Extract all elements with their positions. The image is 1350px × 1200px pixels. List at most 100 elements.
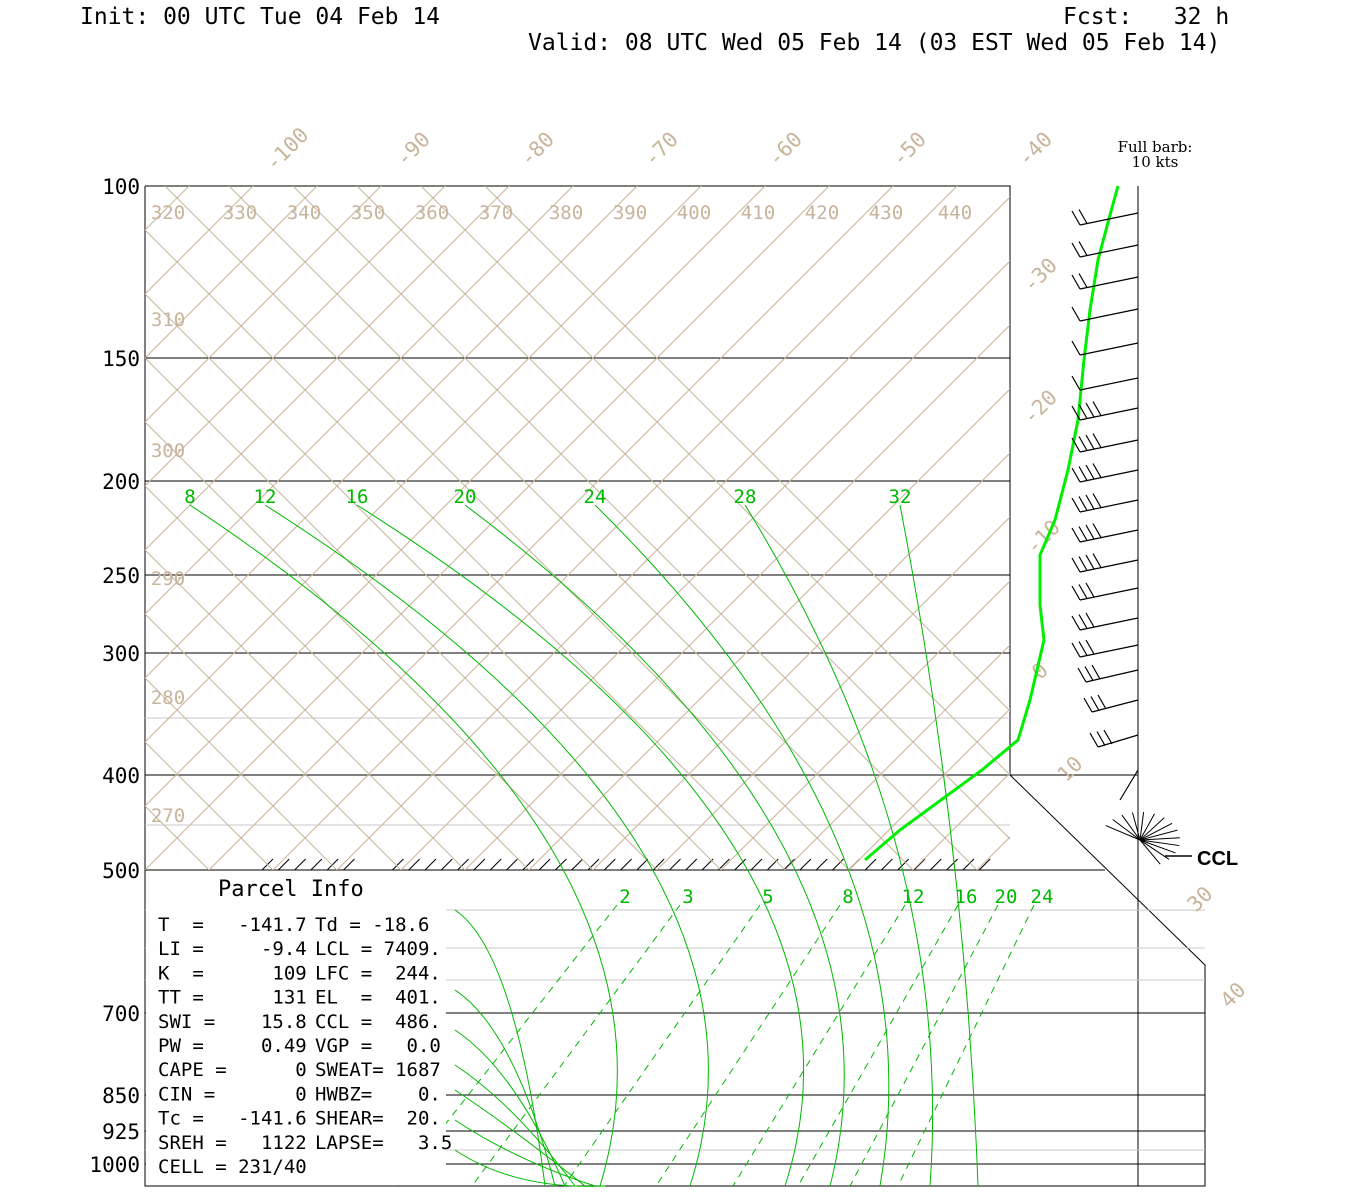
- wind-barb-feather: [1078, 209, 1088, 224]
- wind-barb-tangle: [1139, 839, 1170, 860]
- hatch-mark: [408, 858, 421, 871]
- dry-adiabat-line: [145, 613, 402, 870]
- mixing-ratio-label: 8: [842, 886, 853, 908]
- moist-adiabat-label: 12: [254, 486, 277, 508]
- dry-adiabat-line: [164, 186, 850, 870]
- isotherm-line: [145, 186, 830, 870]
- wind-barb-feather: [1092, 401, 1102, 416]
- isotherm-label: -60: [763, 127, 807, 171]
- wind-barb-shaft: [1079, 587, 1139, 601]
- dry-adiabat-label: 360: [415, 202, 449, 224]
- wind-barb-shaft: [1079, 212, 1139, 226]
- wind-barb-feather: [1090, 696, 1100, 711]
- wind-barb-feather: [1085, 402, 1095, 418]
- wind-barb-feather: [1092, 523, 1102, 538]
- dry-adiabat-line: [0, 170, 81, 870]
- wind-barb-shaft: [1085, 669, 1139, 683]
- dry-adiabat-label: 400: [677, 202, 711, 224]
- hatch-mark: [832, 858, 844, 871]
- wind-barb-tangle: [1139, 813, 1155, 841]
- wind-barb-feather: [1071, 557, 1081, 573]
- wind-barb-feather: [1078, 584, 1088, 599]
- wind-barb-tangle: [1131, 812, 1141, 841]
- hatch-mark: [294, 858, 306, 871]
- pressure-tick-label: 700: [102, 1002, 140, 1026]
- wind-barb-feather: [1085, 524, 1095, 540]
- moist-adiabat-line: [454, 1089, 586, 1187]
- hatch-mark: [636, 858, 649, 871]
- dewpoint-trace: [864, 185, 1120, 862]
- moist-adiabat-line: [454, 1149, 606, 1187]
- wind-barb-shaft: [1079, 499, 1139, 513]
- wind-barb-feather: [1071, 242, 1081, 258]
- dry-adiabat-line: [145, 357, 658, 870]
- parcel-field: LFC = 244.: [315, 962, 441, 984]
- moist-adiabat-line: [454, 1029, 566, 1187]
- parcel-info-box: Parcel Info T = -141.7 Td = -18.6 LI = -9.4…: [146, 871, 452, 1185]
- pressure-tick-label: 400: [102, 764, 140, 788]
- parcel-field: CCL = 486.: [315, 1011, 441, 1033]
- dry-adiabat-label: 330: [223, 202, 257, 224]
- wind-barb-feather: [1078, 556, 1088, 571]
- parcel-field: VGP = 0.0: [315, 1035, 441, 1057]
- wind-barb-feather: [1071, 210, 1081, 226]
- hatch-mark: [734, 858, 747, 871]
- parcel-field: SHEAR= 20.: [315, 1108, 441, 1130]
- dry-adiabat-label: 340: [287, 202, 321, 224]
- moist-adiabat-label: 32: [889, 486, 912, 508]
- wind-barb-feather: [1078, 404, 1088, 419]
- isotherm-label: 10: [1053, 752, 1088, 787]
- isotherm-label: -40: [1013, 127, 1057, 171]
- dry-adiabat-line: [145, 549, 466, 870]
- wind-barb-feather: [1071, 497, 1081, 513]
- dry-adiabat-label: 390: [613, 202, 647, 224]
- mixing-ratio-line: [797, 904, 959, 1186]
- isotherm-line: [145, 186, 446, 487]
- isotherm-label: -80: [515, 127, 559, 171]
- hatch-mark: [538, 858, 551, 871]
- moist-adiabat-line: [464, 504, 845, 1187]
- moist-adiabats: [189, 504, 979, 1187]
- isotherm-label: -20: [1018, 385, 1062, 429]
- isotherm-line: [848, 708, 1010, 870]
- mixing-ratio-line: [897, 904, 1035, 1186]
- wind-barb-shaft: [1079, 617, 1139, 631]
- hatch-mark: [571, 858, 584, 871]
- isotherm-label: -100: [261, 123, 314, 176]
- moist-adiabat-label: 28: [734, 486, 757, 508]
- wind-barb-feather: [1071, 340, 1081, 356]
- parcel-field: LI = -9.4: [158, 938, 307, 960]
- forecast-hour: Fcst: 32 h: [1063, 4, 1230, 30]
- wind-barb-shaft: [1079, 529, 1139, 543]
- dry-adiabat-label: 310: [151, 309, 185, 331]
- hatch-mark: [457, 858, 469, 871]
- wind-barb-shaft: [1079, 407, 1139, 421]
- pressure-tick-label: 850: [102, 1084, 140, 1108]
- wind-barb-feather: [1091, 664, 1101, 680]
- mixing-ratio-line: [563, 904, 761, 1186]
- wind-barb-feather: [1078, 496, 1088, 511]
- isotherm-label: -30: [1018, 253, 1062, 297]
- isotherm-label: -50: [887, 127, 931, 171]
- hatch-mark: [473, 858, 486, 871]
- wind-barb-tangle: [1139, 839, 1176, 854]
- hatch-mark: [343, 858, 355, 871]
- wind-barb-tangle: [1112, 819, 1141, 841]
- hatch-mark: [506, 858, 518, 871]
- hatch-mark: [310, 858, 323, 871]
- isotherm-line: [145, 186, 574, 615]
- isotherm-line: [720, 580, 1010, 870]
- wind-barb-tangle: [1139, 837, 1180, 841]
- moist-adiabat-label: 20: [454, 486, 477, 508]
- wind-barb-feather: [1083, 697, 1093, 713]
- dry-adiabat-label: 320: [151, 202, 185, 224]
- dry-adiabat-label: 290: [151, 568, 185, 590]
- hatch-mark: [929, 858, 942, 871]
- dry-adiabats: [0, 170, 1010, 870]
- dry-adiabat-line: [356, 186, 1010, 840]
- parcel-box-bg: [146, 871, 446, 1185]
- parcel-field: LCL = 7409.: [315, 938, 441, 960]
- dry-adiabat-label: 410: [741, 202, 775, 224]
- dry-adiabat-label: 430: [869, 202, 903, 224]
- wind-barb-shaft: [1079, 244, 1139, 258]
